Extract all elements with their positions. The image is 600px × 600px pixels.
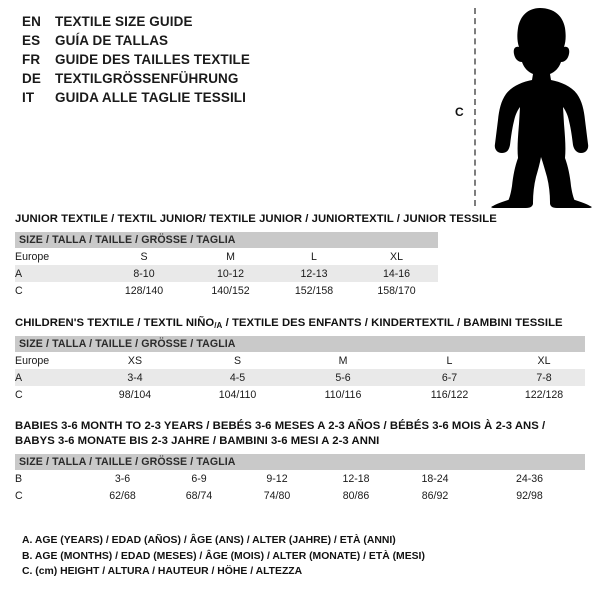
height-measurement-figure: C [450, 0, 600, 212]
junior-c-value-3: 152/158 [273, 282, 355, 299]
children-c-value-5: 122/128 [503, 386, 586, 403]
babies-c-value-6: 92/98 [474, 487, 586, 504]
children-section-title-part1: CHILDREN'S TEXTILE / TEXTIL NIÑO [15, 317, 215, 329]
babies-c-value-5: 86/92 [396, 487, 474, 504]
junior-size-header-row: SIZE / TALLA / TAILLE / GRÖSSE / TAGLIA [15, 232, 439, 248]
legend-line-c: C. (cm) HEIGHT / ALTURA / HAUTEUR / HÖHE… [22, 566, 303, 577]
height-measure-label: C [455, 105, 464, 119]
children-row-europe: Europe XS S M L XL [15, 352, 586, 369]
language-row-fr: FR GUIDE DES TAILLES TEXTILE [22, 52, 422, 71]
junior-row-c-label: C [15, 282, 100, 299]
junior-a-value-4: 14-16 [355, 265, 439, 282]
children-row-a-label: A [15, 369, 85, 386]
children-europe-value-4: L [396, 352, 503, 369]
children-europe-value-2: S [185, 352, 290, 369]
children-a-value-3: 5-6 [290, 369, 396, 386]
children-a-value-4: 6-7 [396, 369, 503, 386]
junior-row-europe: Europe S M L XL [15, 248, 439, 265]
junior-europe-value-1: S [100, 248, 188, 265]
babies-size-header-label: SIZE / TALLA / TAILLE / GRÖSSE / TAGLIA [15, 454, 586, 470]
children-size-header-label: SIZE / TALLA / TAILLE / GRÖSSE / TAGLIA [15, 336, 586, 352]
language-title-es: GUÍA DE TALLAS [55, 33, 169, 48]
junior-row-europe-label: Europe [15, 248, 100, 265]
junior-a-value-2: 10-12 [188, 265, 273, 282]
babies-b-value-4: 12-18 [316, 470, 396, 487]
babies-row-b: B 3-6 6-9 9-12 12-18 18-24 24-36 [15, 470, 586, 487]
junior-c-value-2: 140/152 [188, 282, 273, 299]
children-row-c-label: C [15, 386, 85, 403]
babies-section-title-line2: BABYS 3-6 MONATE BIS 2-3 JAHRE / BAMBINI… [15, 435, 380, 447]
children-section-title-sub: /A [214, 321, 223, 330]
junior-a-value-1: 8-10 [100, 265, 188, 282]
children-europe-value-3: M [290, 352, 396, 369]
language-row-en: EN TEXTILE SIZE GUIDE [22, 14, 422, 33]
babies-c-value-3: 74/80 [238, 487, 316, 504]
junior-size-table: SIZE / TALLA / TAILLE / GRÖSSE / TAGLIA … [15, 232, 439, 299]
junior-row-c: C 128/140 140/152 152/158 158/170 [15, 282, 439, 299]
children-c-value-3: 110/116 [290, 386, 396, 403]
babies-size-table: SIZE / TALLA / TAILLE / GRÖSSE / TAGLIA … [15, 454, 586, 504]
children-a-value-5: 7-8 [503, 369, 586, 386]
children-section-title: CHILDREN'S TEXTILE / TEXTIL NIÑO/A / TEX… [15, 316, 585, 331]
children-row-c: C 98/104 104/110 110/116 116/122 122/128 [15, 386, 586, 403]
children-a-value-1: 3-4 [85, 369, 185, 386]
babies-c-value-2: 68/74 [160, 487, 238, 504]
language-row-it: IT GUIDA ALLE TAGLIE TESSILI [22, 90, 422, 109]
junior-row-a-label: A [15, 265, 100, 282]
children-a-value-2: 4-5 [185, 369, 290, 386]
language-code-de: DE [22, 71, 41, 86]
section-childrens-textile: CHILDREN'S TEXTILE / TEXTIL NIÑO/A / TEX… [15, 316, 586, 403]
babies-row-c-label: C [15, 487, 85, 504]
children-size-header-row: SIZE / TALLA / TAILLE / GRÖSSE / TAGLIA [15, 336, 586, 352]
legend-line-b: B. AGE (MONTHS) / EDAD (MESES) / ÂGE (MO… [22, 550, 425, 562]
babies-b-value-3: 9-12 [238, 470, 316, 487]
babies-c-value-1: 62/68 [85, 487, 160, 504]
language-code-fr: FR [22, 52, 41, 67]
children-europe-value-1: XS [85, 352, 185, 369]
babies-b-value-5: 18-24 [396, 470, 474, 487]
junior-a-value-3: 12-13 [273, 265, 355, 282]
children-c-value-2: 104/110 [185, 386, 290, 403]
section-babies-textile: BABIES 3-6 MONTH TO 2-3 YEARS / BEBÉS 3-… [15, 419, 586, 504]
junior-europe-value-3: L [273, 248, 355, 265]
language-row-es: ES GUÍA DE TALLAS [22, 33, 422, 52]
language-code-en: EN [22, 14, 41, 29]
language-title-fr: GUIDE DES TAILLES TEXTILE [55, 52, 251, 67]
junior-section-title: JUNIOR TEXTILE / TEXTIL JUNIOR/ TEXTILE … [15, 213, 497, 225]
language-title-block: EN TEXTILE SIZE GUIDE ES GUÍA DE TALLAS … [22, 14, 422, 109]
section-junior-textile: JUNIOR TEXTILE / TEXTIL JUNIOR/ TEXTILE … [15, 212, 497, 299]
children-c-value-4: 116/122 [396, 386, 503, 403]
children-size-table: SIZE / TALLA / TAILLE / GRÖSSE / TAGLIA … [15, 336, 586, 403]
children-row-a: A 3-4 4-5 5-6 6-7 7-8 [15, 369, 586, 386]
children-europe-value-5: XL [503, 352, 586, 369]
junior-c-value-4: 158/170 [355, 282, 439, 299]
legend-line-a: A. AGE (YEARS) / EDAD (AÑOS) / ÂGE (ANS)… [22, 535, 396, 546]
children-c-value-1: 98/104 [85, 386, 185, 403]
height-dashed-line [474, 8, 476, 206]
babies-b-value-2: 6-9 [160, 470, 238, 487]
babies-c-value-4: 80/86 [316, 487, 396, 504]
language-title-it: GUIDA ALLE TAGLIE TESSILI [55, 90, 246, 105]
junior-europe-value-4: XL [355, 248, 439, 265]
legend-block: A. AGE (YEARS) / EDAD (AÑOS) / ÂGE (ANS)… [22, 533, 582, 580]
babies-b-value-1: 3-6 [85, 470, 160, 487]
babies-section-title-line1: BABIES 3-6 MONTH TO 2-3 YEARS / BEBÉS 3-… [15, 420, 546, 432]
language-title-de: TEXTILGRÖSSENFÜHRUNG [55, 71, 239, 86]
toddler-silhouette-icon [491, 8, 592, 208]
children-section-title-part2: / TEXTILE DES ENFANTS / KINDERTEXTIL / B… [222, 317, 563, 329]
language-code-it: IT [22, 90, 35, 105]
junior-europe-value-2: M [188, 248, 273, 265]
children-row-europe-label: Europe [15, 352, 85, 369]
language-code-es: ES [22, 33, 41, 48]
junior-size-header-label: SIZE / TALLA / TAILLE / GRÖSSE / TAGLIA [15, 232, 439, 248]
junior-row-a: A 8-10 10-12 12-13 14-16 [15, 265, 439, 282]
language-row-de: DE TEXTILGRÖSSENFÜHRUNG [22, 71, 422, 90]
babies-size-header-row: SIZE / TALLA / TAILLE / GRÖSSE / TAGLIA [15, 454, 586, 470]
language-title-en: TEXTILE SIZE GUIDE [55, 14, 193, 29]
babies-row-c: C 62/68 68/74 74/80 80/86 86/92 92/98 [15, 487, 586, 504]
babies-row-b-label: B [15, 470, 85, 487]
junior-c-value-1: 128/140 [100, 282, 188, 299]
babies-b-value-6: 24-36 [474, 470, 586, 487]
